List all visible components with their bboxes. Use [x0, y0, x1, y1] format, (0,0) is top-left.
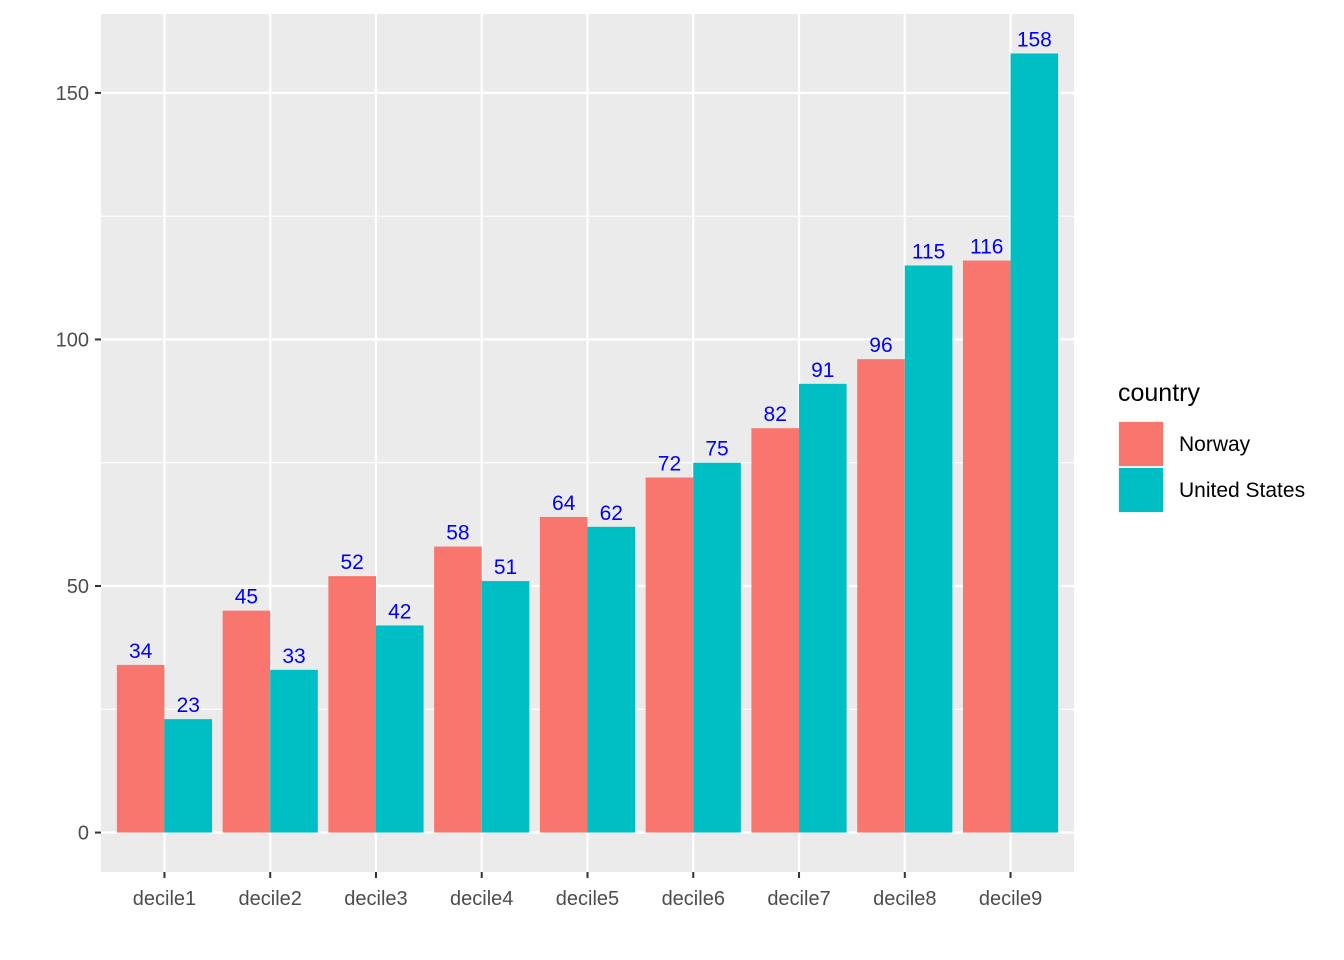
bar [751, 428, 800, 833]
data-label: 58 [446, 522, 469, 545]
data-labels: 34 45 52 58 64 72 82 96 116 23 33 42 51 62 75 91 115 158 [129, 28, 1052, 717]
x-tick-label: decile8 [873, 888, 936, 910]
legend-key-swatch [1119, 422, 1163, 466]
data-label: 72 [658, 453, 681, 476]
y-tick-label: 50 [67, 576, 89, 598]
bar [539, 516, 588, 833]
data-label: 82 [764, 403, 787, 426]
data-label: 62 [600, 502, 623, 525]
bar [1010, 53, 1059, 833]
data-label: 116 [970, 236, 1003, 259]
x-tick-label: decile1 [133, 888, 196, 910]
bar [587, 526, 636, 833]
bar [375, 625, 424, 833]
data-label: 33 [282, 645, 305, 668]
data-label: 64 [552, 492, 576, 515]
y-tick-label: 100 [56, 329, 89, 351]
y-tick-label: 150 [56, 83, 89, 105]
legend-title: country [1118, 379, 1200, 407]
legend: country Norway United States [1118, 379, 1305, 513]
legend-key-swatch [1119, 468, 1163, 512]
legend-keys: Norway United States [1118, 421, 1305, 513]
bar [116, 664, 165, 833]
y-axis: 0 50 100 150 [56, 83, 101, 845]
legend-label: Norway [1179, 433, 1251, 456]
x-tick-label: decile3 [344, 888, 407, 910]
bar [693, 462, 741, 833]
bars [116, 53, 1059, 833]
bar [270, 669, 318, 833]
y-tick-label: 0 [78, 823, 89, 845]
x-tick-label: decile4 [450, 888, 513, 910]
data-label: 158 [1017, 28, 1052, 51]
data-label: 52 [341, 551, 364, 574]
data-label: 75 [705, 438, 728, 461]
bar [481, 581, 530, 833]
data-label: 34 [129, 640, 153, 663]
legend-label: United States [1179, 479, 1305, 502]
x-tick-label: decile2 [239, 888, 302, 910]
data-label: 23 [177, 694, 200, 717]
x-axis: decile1 decile2 decile3 decile4 decile5 decil… [133, 872, 1042, 910]
bar [164, 719, 213, 833]
x-tick-label: decile7 [767, 888, 830, 910]
data-label: 115 [912, 240, 945, 263]
bar [799, 383, 847, 833]
bar [328, 576, 376, 833]
x-tick-label: decile6 [662, 888, 725, 910]
bar [645, 477, 694, 833]
bar [434, 546, 482, 833]
x-tick-label: decile9 [979, 888, 1042, 910]
data-label: 96 [869, 334, 892, 357]
data-label: 91 [811, 359, 834, 382]
bar [857, 359, 905, 833]
bar [904, 265, 953, 833]
data-label: 51 [494, 556, 517, 579]
data-label: 42 [388, 600, 411, 623]
x-tick-label: decile5 [556, 888, 619, 910]
bar [962, 260, 1011, 833]
bar [222, 610, 271, 833]
data-label: 45 [235, 586, 258, 609]
